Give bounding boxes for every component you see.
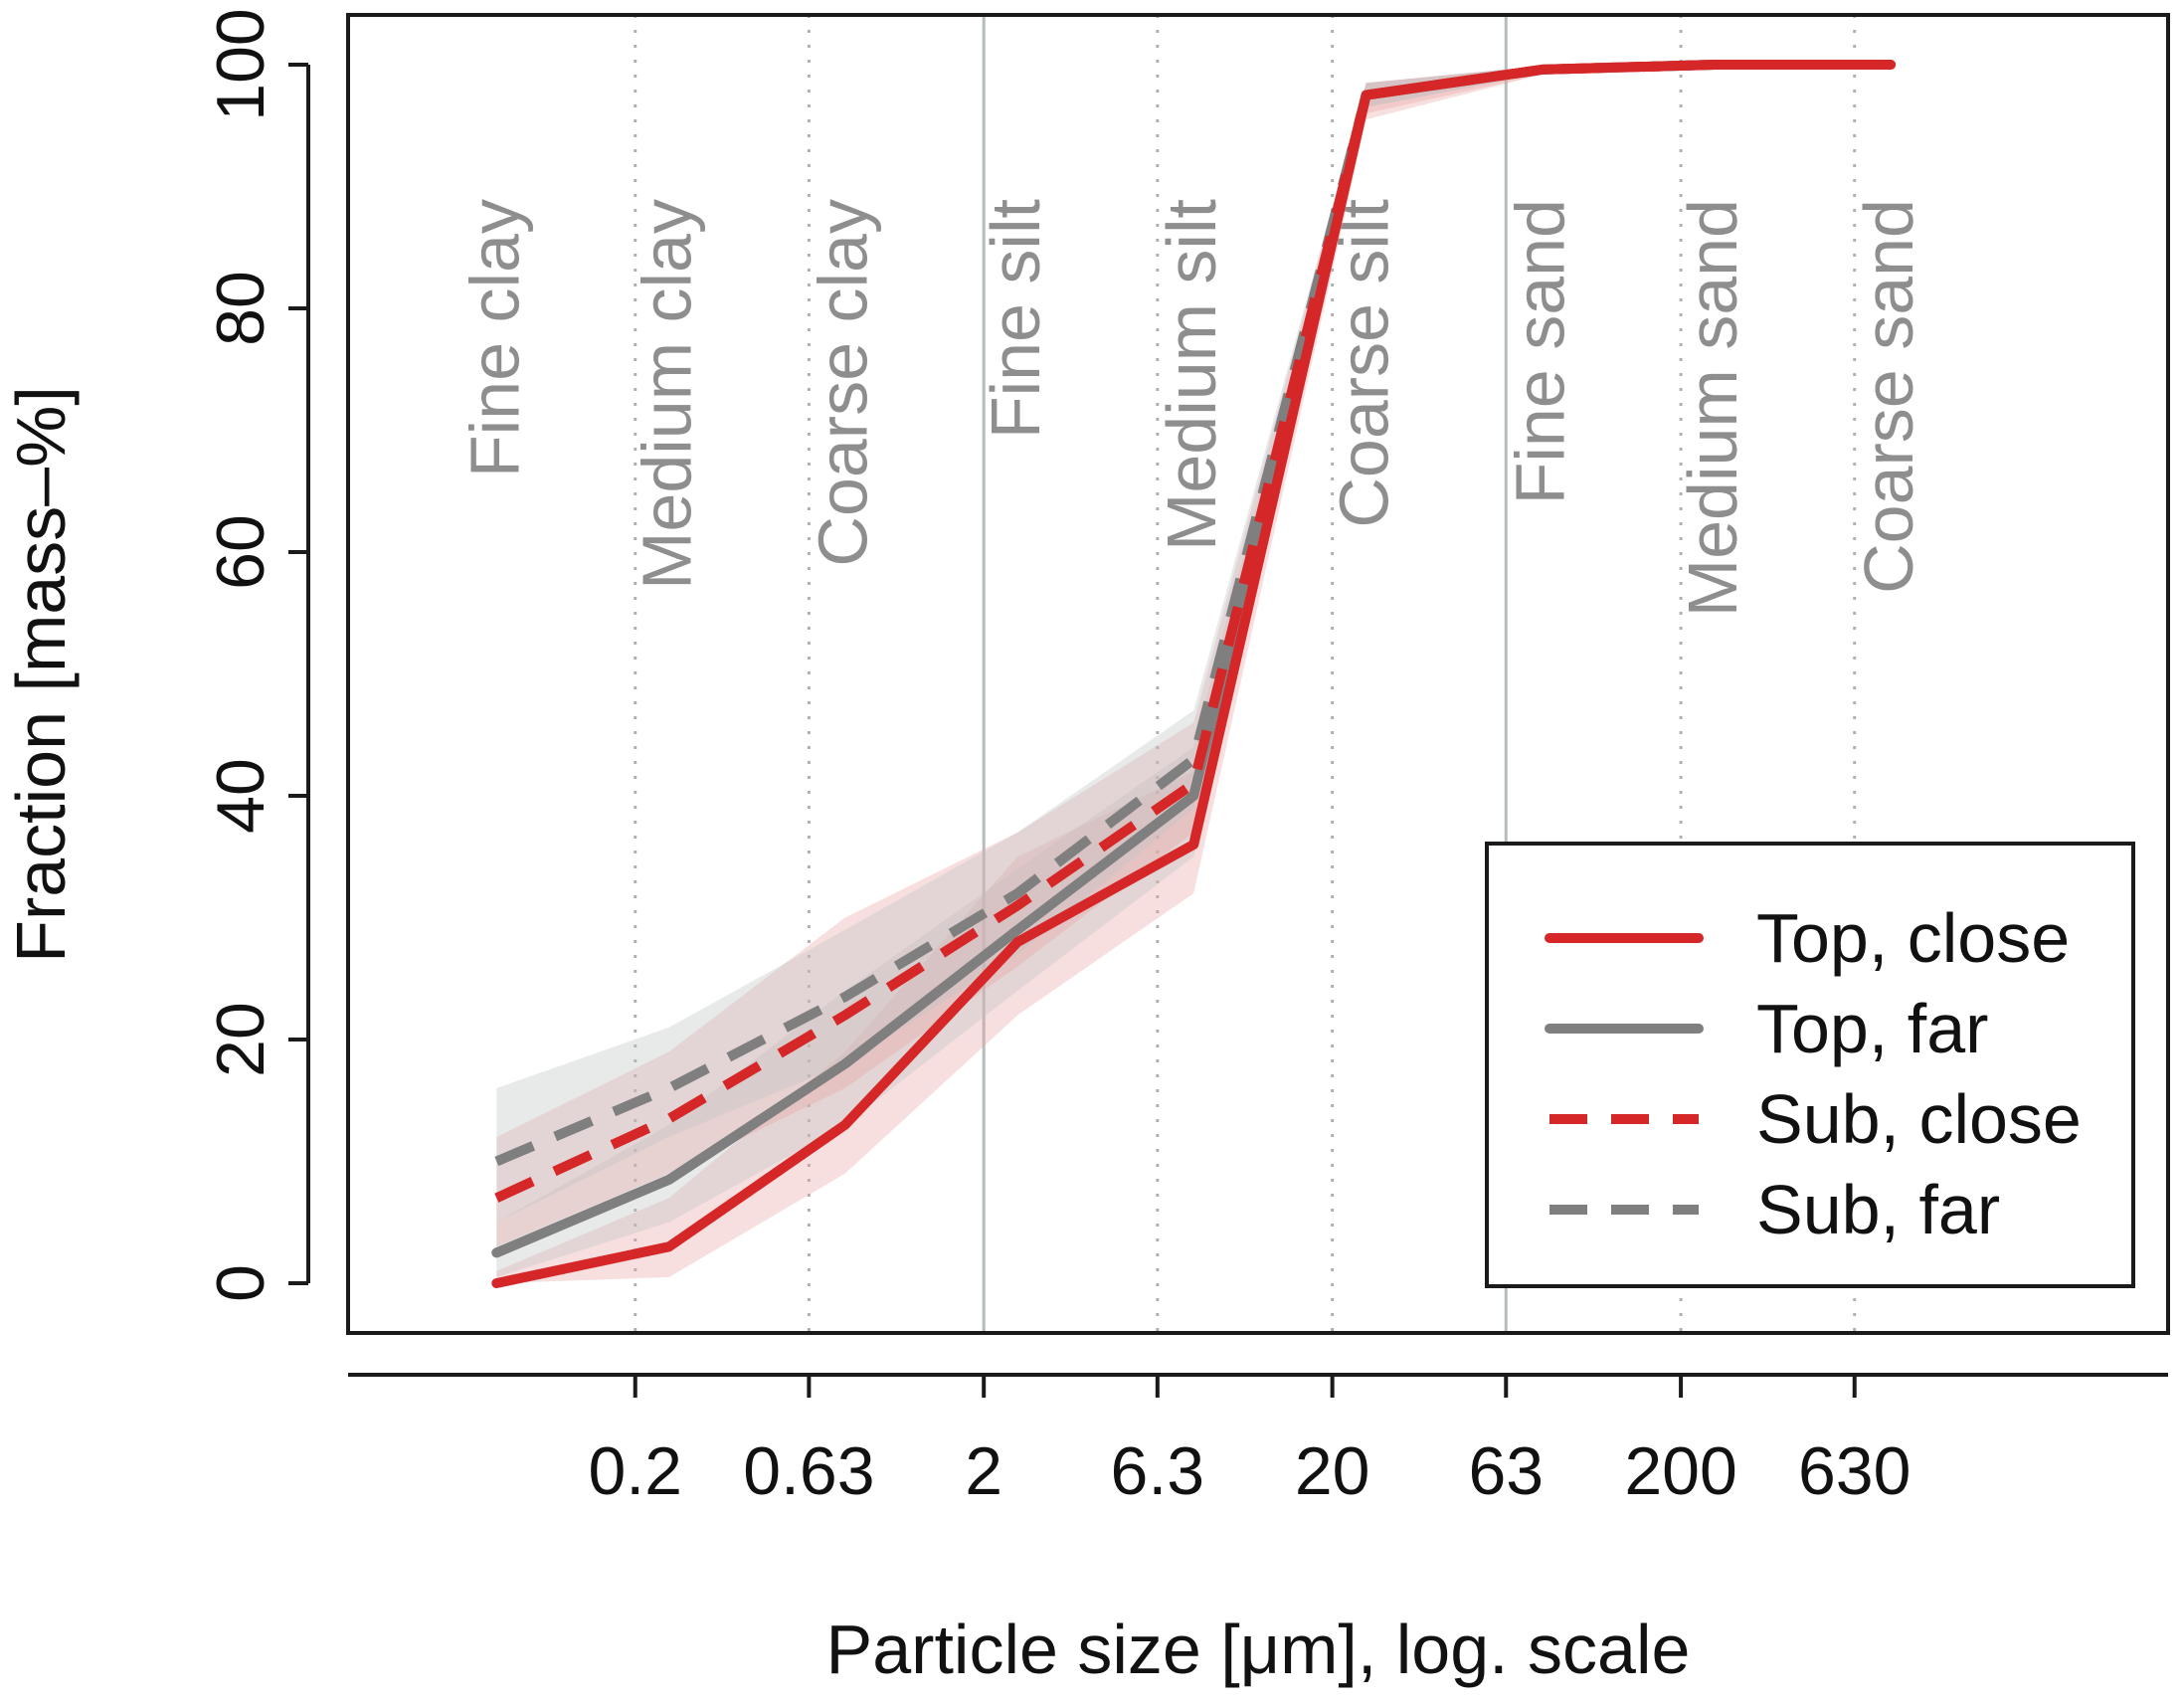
y-tick-label-0: 0: [203, 1264, 278, 1302]
band-top-far: [496, 65, 1892, 1277]
legend-label-2: Sub, close: [1756, 1080, 2082, 1158]
x-tick-label-4: 20: [1295, 1433, 1370, 1509]
size-class-labels: Fine clay Medium clay Coarse clay Fine silt…: [455, 199, 1927, 617]
y-axis-title: Fraction [mass–%]: [2, 386, 80, 963]
legend-box: [1485, 842, 2135, 1288]
legend-label-1: Top, far: [1756, 990, 1988, 1067]
y-tick-label-100: 100: [203, 8, 278, 120]
size-class-label-8: Coarse sand: [1850, 199, 1927, 594]
size-class-label-4: Medium silt: [1153, 199, 1230, 551]
x-tick-label-0: 0.2: [588, 1433, 682, 1509]
y-tick-label-60: 60: [203, 514, 278, 590]
size-class-label-7: Medium sand: [1674, 199, 1751, 617]
legend: Top, close Top, far Sub, close Sub, far: [1485, 842, 2135, 1288]
legend-label-3: Sub, far: [1756, 1171, 2000, 1248]
x-tick-label-5: 63: [1468, 1433, 1544, 1509]
x-tick-label-1: 0.63: [743, 1433, 874, 1509]
band-sub-far: [496, 65, 1892, 1223]
x-axis: 0.2 0.63 2 6.3 20 63 200 630: [348, 1373, 2168, 1509]
y-tick-label-40: 40: [203, 758, 278, 834]
y-tick-label-20: 20: [203, 1002, 278, 1077]
size-class-label-0: Fine clay: [455, 199, 533, 477]
size-class-label-2: Coarse clay: [805, 199, 882, 567]
y-tick-label-80: 80: [203, 271, 278, 346]
x-axis-title: Particle size [μm], log. scale: [826, 1611, 1691, 1688]
size-class-label-3: Fine silt: [977, 199, 1054, 439]
x-tick-label-2: 2: [965, 1433, 1002, 1509]
confidence-bands: [496, 65, 1892, 1283]
size-class-label-1: Medium clay: [629, 199, 706, 590]
size-class-label-5: Coarse silt: [1326, 199, 1403, 528]
plot-frame: [346, 13, 2170, 1335]
x-tick-label-3: 6.3: [1111, 1433, 1205, 1509]
data-series-lines: [491, 60, 1897, 1288]
size-class-label-6: Fine sand: [1502, 199, 1579, 504]
legend-label-0: Top, close: [1756, 899, 2070, 977]
x-tick-label-6: 200: [1624, 1433, 1736, 1509]
x-tick-label-7: 630: [1798, 1433, 1911, 1509]
band-sub-close: [496, 65, 1892, 1247]
y-axis: 0 20 40 60 80 100: [203, 8, 310, 1302]
